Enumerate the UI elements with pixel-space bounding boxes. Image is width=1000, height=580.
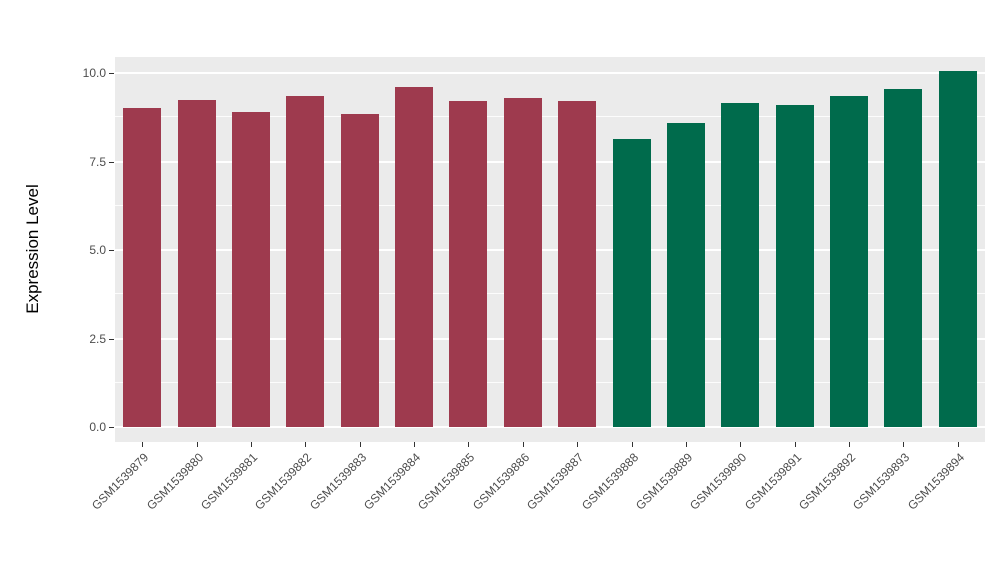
- x-tick-mark: [250, 442, 252, 447]
- minor-gridline: [115, 381, 985, 383]
- bar: [938, 71, 977, 427]
- bar: [558, 101, 597, 427]
- x-tick-mark: [903, 442, 905, 447]
- plot-panel: [115, 57, 985, 442]
- x-tick-mark: [196, 442, 198, 447]
- bar: [884, 88, 923, 427]
- x-tick-mark: [414, 442, 416, 447]
- y-tick-label: 7.5: [89, 154, 106, 169]
- x-tick-label: GSM1539879: [89, 450, 152, 513]
- y-tick-mark: [109, 161, 114, 163]
- y-tick-label: 0.0: [89, 420, 106, 434]
- bar: [666, 122, 705, 427]
- bar: [721, 103, 760, 427]
- y-tick-label: 5.0: [89, 243, 106, 257]
- y-tick-label: 2.5: [89, 331, 106, 346]
- x-tick-mark: [631, 442, 633, 447]
- minor-gridline: [115, 293, 985, 295]
- bar: [340, 113, 379, 427]
- bar: [612, 138, 651, 427]
- x-tick-mark: [305, 442, 307, 447]
- x-tick-mark: [142, 442, 144, 447]
- bar: [830, 96, 869, 427]
- x-tick-mark: [522, 442, 524, 447]
- bar: [503, 97, 542, 427]
- x-tick-mark: [740, 442, 742, 447]
- y-axis-title: Expression Level: [23, 184, 42, 314]
- y-tick-label: 10.0: [82, 66, 106, 80]
- x-tick-mark: [359, 442, 361, 447]
- x-tick-mark: [957, 442, 959, 447]
- y-tick-mark: [109, 73, 114, 74]
- bar: [449, 101, 488, 427]
- major-gridline: [115, 72, 985, 74]
- x-tick-mark: [849, 442, 851, 447]
- minor-gridline: [115, 116, 985, 118]
- x-tick-mark: [577, 442, 579, 447]
- bar: [231, 111, 270, 427]
- bar: [395, 87, 434, 427]
- x-tick-mark: [468, 442, 470, 447]
- x-tick-mark: [794, 442, 796, 447]
- x-tick-mark: [685, 442, 687, 447]
- bar: [123, 108, 162, 427]
- bar: [177, 99, 216, 427]
- major-gridline: [115, 160, 985, 163]
- y-tick-mark: [109, 250, 114, 251]
- y-tick-mark: [109, 427, 114, 428]
- major-gridline: [115, 426, 985, 428]
- minor-gridline: [115, 204, 985, 206]
- bar: [286, 96, 325, 427]
- bar: [775, 104, 814, 427]
- major-gridline: [115, 249, 985, 251]
- y-tick-mark: [109, 338, 114, 340]
- major-gridline: [115, 337, 985, 340]
